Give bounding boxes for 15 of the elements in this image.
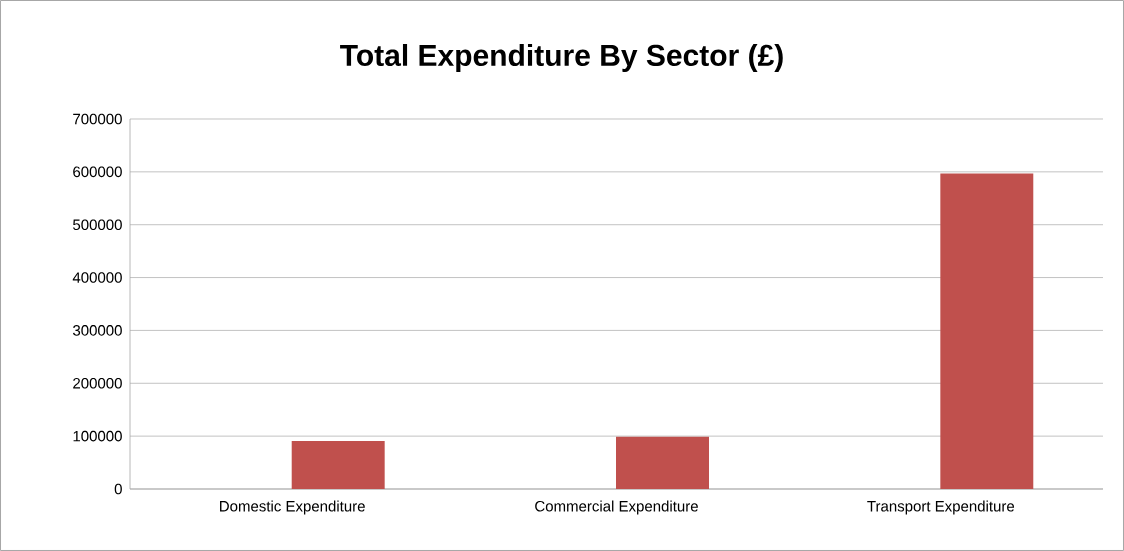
bar (940, 173, 1034, 489)
y-tick-label: 600000 (73, 166, 122, 178)
y-tick-label: 0 (114, 483, 122, 495)
bar (616, 436, 709, 489)
y-tick-label: 400000 (72, 272, 122, 283)
x-tick-label: Domestic Expenditure (220, 500, 365, 515)
y-tick-label: 300000 (72, 325, 122, 336)
x-tick-label: Transport Expenditure (867, 500, 1015, 515)
x-tick-label: Commercial Expenditure (535, 500, 698, 515)
y-tick-label: 500000 (73, 219, 122, 231)
y-tick-label: 700000 (73, 113, 122, 125)
y-tick-label: 200000 (73, 377, 122, 389)
bar (291, 440, 385, 489)
chart-title: Total Expenditure By Sector (£) (340, 44, 783, 72)
y-tick-label: 100000 (73, 430, 122, 442)
